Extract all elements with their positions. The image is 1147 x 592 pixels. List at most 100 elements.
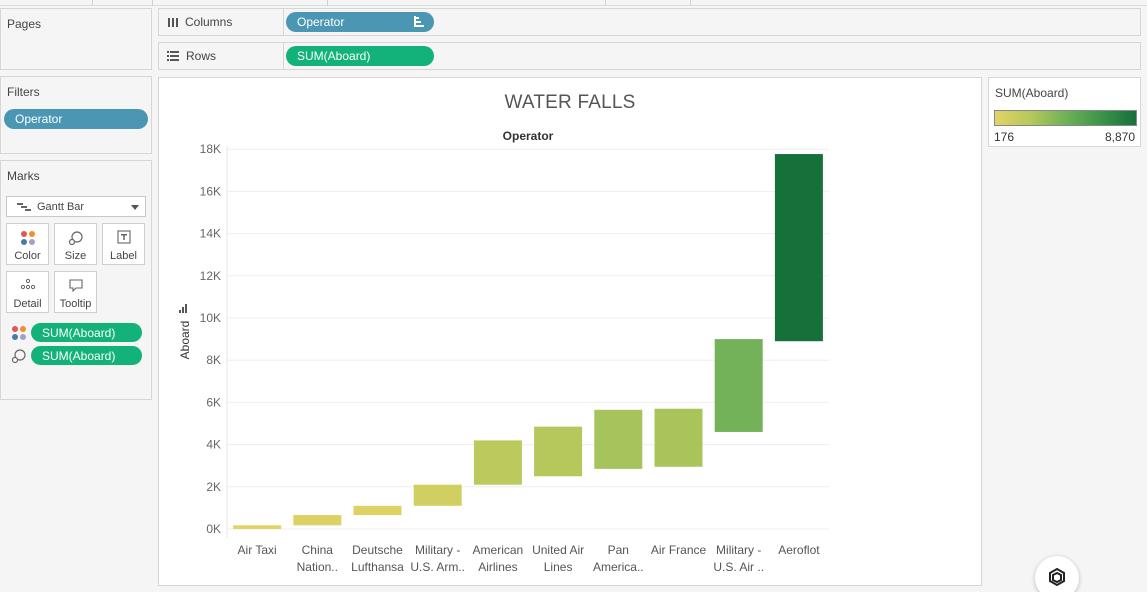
label-icon [116,230,131,244]
y-tick-label: 2K [206,480,221,494]
columns-operator-pill[interactable]: Operator [286,12,434,32]
color-pill-label: SUM(Aboard) [42,325,116,340]
size-icon [11,349,26,364]
columns-shelf-label: Columns [159,9,284,35]
size-button[interactable]: Size [54,223,97,265]
y-tick-label: 14K [200,227,221,241]
assistant-button[interactable] [1035,556,1079,592]
columns-pill-label: Operator [297,15,345,29]
x-tick-label: Aeroflot [778,543,820,557]
chevron-down-icon [131,205,139,210]
gantt-bar [714,339,763,432]
rows-icon [167,51,179,61]
gantt-bar [774,154,823,342]
legend-max-label: 8,870 [1104,130,1135,144]
x-tick-label: China [302,543,334,557]
x-tick-label: Military - [716,543,761,557]
filter-operator-pill[interactable]: Operator [4,109,148,129]
size-icon [68,231,83,246]
y-axis-title: Aboard [178,321,192,360]
pages-card[interactable]: Pages [0,8,152,70]
x-tick-label: Pan [608,543,629,557]
y-tick-label: 6K [206,395,221,409]
color-legend[interactable]: SUM(Aboard) 176 8,870 [988,77,1141,147]
rows-shelf[interactable]: Rows SUM(Aboard) [158,42,1141,70]
legend-title: SUM(Aboard) [995,86,1069,100]
columns-shelf[interactable]: Columns Operator [158,8,1141,36]
x-tick-label: Lines [544,560,573,574]
mark-type-dropdown[interactable]: Gantt Bar [6,196,146,217]
x-tick-label: Air France [651,543,707,557]
size-pill-label: SUM(Aboard) [42,348,116,363]
size-button-label: Size [64,250,87,262]
assistant-icon [1049,567,1065,587]
toolbar-divider [690,0,691,6]
x-tick-label: American [473,543,524,557]
color-icon [12,326,26,340]
detail-button-label: Detail [13,298,42,310]
y-tick-label: 8K [206,353,221,367]
label-button-label: Label [110,250,137,262]
detail-button[interactable]: Detail [6,271,49,313]
waterfall-chart[interactable]: 0K 2K 4K 6K 8K 10K 12K 14K 16K 18K Aboard Air Taxi C… [159,78,981,585]
pages-title: Pages [7,17,42,31]
x-tick-label: Air Taxi [238,543,277,557]
color-button[interactable]: Color [6,223,49,265]
x-tick-label: Deutsche [352,543,403,557]
legend-gradient-bar [994,110,1137,126]
gantt-bar-icon [17,203,31,211]
color-encoding-row[interactable]: SUM(Aboard) [11,323,143,343]
y-tick-label: 10K [200,311,221,325]
color-icon [20,231,35,245]
sort-descending-icon[interactable] [414,16,424,27]
rows-label: Rows [186,49,217,63]
chart-title: WATER FALLS [504,92,636,113]
gantt-bar [233,525,282,529]
tooltip-button[interactable]: Tooltip [54,271,97,313]
marks-card: Marks Gantt Bar Color Size Label [0,160,152,400]
size-encoding-row[interactable]: SUM(Aboard) [11,346,143,366]
color-sum-aboard-pill[interactable]: SUM(Aboard) [31,323,142,342]
x-tick-label: U.S. Arm.. [410,560,465,574]
y-tick-label: 16K [200,184,221,198]
x-tick-label: Military - [415,543,460,557]
tooltip-button-label: Tooltip [59,298,92,310]
sort-icon [179,304,187,313]
gantt-bar [534,426,583,477]
detail-icon [20,278,35,290]
columns-label: Columns [185,15,233,29]
x-tick-label: United Air [532,543,584,557]
gantt-bar [413,484,462,506]
filters-title: Filters [7,85,40,99]
x-tick-label: U.S. Air .. [713,560,764,574]
label-button[interactable]: Label [102,223,145,265]
y-tick-label: 0K [206,522,221,536]
filter-pill-label: Operator [15,112,63,126]
y-tick-label: 4K [206,438,221,452]
filters-card[interactable]: Filters Operator [0,76,152,154]
tooltip-icon [68,279,83,292]
gantt-bar [353,505,402,516]
rows-shelf-label: Rows [159,43,284,69]
toolbar-divider [327,0,328,6]
color-button-label: Color [14,250,41,262]
columns-icon [168,17,178,27]
chart-view[interactable]: WATER FALLS Operator 0K 2K 4K 6K 8K 10K 12K 14K… [158,77,982,586]
x-tick-label: America.. [593,560,644,574]
y-tick-label: 12K [200,269,221,283]
marks-title: Marks [7,169,40,183]
y-tick-label: 18K [200,142,221,156]
top-toolbar-strip [0,0,1147,6]
rows-sum-aboard-pill[interactable]: SUM(Aboard) [286,46,434,66]
mark-type-label: Gantt Bar [37,200,85,213]
size-sum-aboard-pill[interactable]: SUM(Aboard) [31,346,142,365]
toolbar-divider [152,0,153,6]
rows-pill-label: SUM(Aboard) [297,49,371,63]
x-tick-label: Lufthansa [351,560,404,574]
gantt-bar [654,408,703,467]
x-tick-label: Nation.. [297,560,338,574]
x-axis-header: Operator [502,129,554,143]
gantt-bar [293,515,342,526]
x-tick-label: Airlines [478,560,517,574]
toolbar-divider [605,0,606,6]
